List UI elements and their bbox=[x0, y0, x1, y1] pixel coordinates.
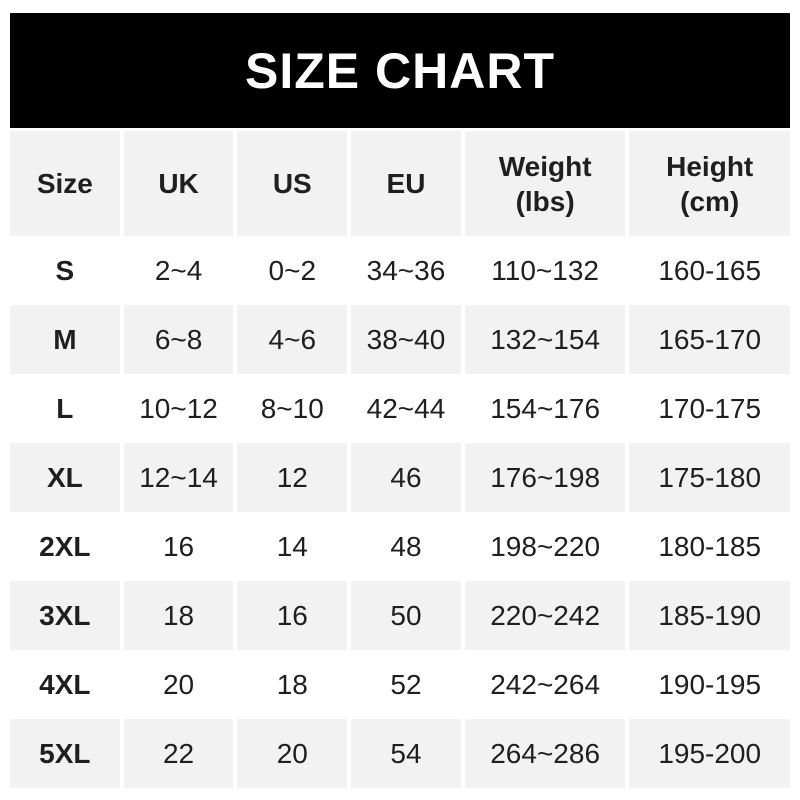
table-cell: 20 bbox=[123, 650, 234, 719]
header-cell-size: Size bbox=[10, 131, 120, 236]
table-cell: 160-165 bbox=[629, 236, 790, 305]
row-label: 4XL bbox=[10, 650, 120, 719]
table-cell: 48 bbox=[351, 512, 461, 581]
table-cell: 242~264 bbox=[464, 650, 626, 719]
row-label: S bbox=[10, 236, 120, 305]
table-cell: 165-170 bbox=[629, 305, 790, 374]
table-cell: 54 bbox=[351, 719, 461, 788]
header-cell-weight: Weight (lbs) bbox=[464, 131, 626, 236]
row-label: 2XL bbox=[10, 512, 120, 581]
table-cell: 176~198 bbox=[464, 443, 626, 512]
table-cell: 16 bbox=[237, 581, 348, 650]
table-cell: 38~40 bbox=[351, 305, 461, 374]
size-table: Size UK US EU Weight (lbs) Height (cm) S… bbox=[10, 131, 790, 788]
table-cell: 10~12 bbox=[123, 374, 234, 443]
table-cell: 6~8 bbox=[123, 305, 234, 374]
table-cell: 22 bbox=[123, 719, 234, 788]
table-cell: 0~2 bbox=[237, 236, 348, 305]
table-cell: 180-185 bbox=[629, 512, 790, 581]
row-label: L bbox=[10, 374, 120, 443]
table-cell: 198~220 bbox=[464, 512, 626, 581]
table-cell: 190-195 bbox=[629, 650, 790, 719]
table-cell: 18 bbox=[123, 581, 234, 650]
table-cell: 8~10 bbox=[237, 374, 348, 443]
table-cell: 2~4 bbox=[123, 236, 234, 305]
table-cell: 46 bbox=[351, 443, 461, 512]
row-label: 3XL bbox=[10, 581, 120, 650]
table-cell: 170-175 bbox=[629, 374, 790, 443]
table-cell: 154~176 bbox=[464, 374, 626, 443]
table-cell: 195-200 bbox=[629, 719, 790, 788]
table-cell: 18 bbox=[237, 650, 348, 719]
table-cell: 264~286 bbox=[464, 719, 626, 788]
header-cell-eu: EU bbox=[351, 131, 461, 236]
table-cell: 185-190 bbox=[629, 581, 790, 650]
table-cell: 50 bbox=[351, 581, 461, 650]
row-label: 5XL bbox=[10, 719, 120, 788]
header-cell-us: US bbox=[237, 131, 348, 236]
header-cell-height: Height (cm) bbox=[629, 131, 790, 236]
table-cell: 110~132 bbox=[464, 236, 626, 305]
table-cell: 52 bbox=[351, 650, 461, 719]
row-label: XL bbox=[10, 443, 120, 512]
row-label: M bbox=[10, 305, 120, 374]
table-cell: 14 bbox=[237, 512, 348, 581]
header-cell-uk: UK bbox=[123, 131, 234, 236]
banner: SIZE CHART bbox=[10, 13, 790, 128]
table-cell: 42~44 bbox=[351, 374, 461, 443]
table-cell: 12 bbox=[237, 443, 348, 512]
table-cell: 12~14 bbox=[123, 443, 234, 512]
table-cell: 132~154 bbox=[464, 305, 626, 374]
table-cell: 16 bbox=[123, 512, 234, 581]
page-title: SIZE CHART bbox=[245, 42, 555, 99]
table-cell: 220~242 bbox=[464, 581, 626, 650]
table-cell: 34~36 bbox=[351, 236, 461, 305]
table-cell: 4~6 bbox=[237, 305, 348, 374]
table-cell: 175-180 bbox=[629, 443, 790, 512]
table-cell: 20 bbox=[237, 719, 348, 788]
